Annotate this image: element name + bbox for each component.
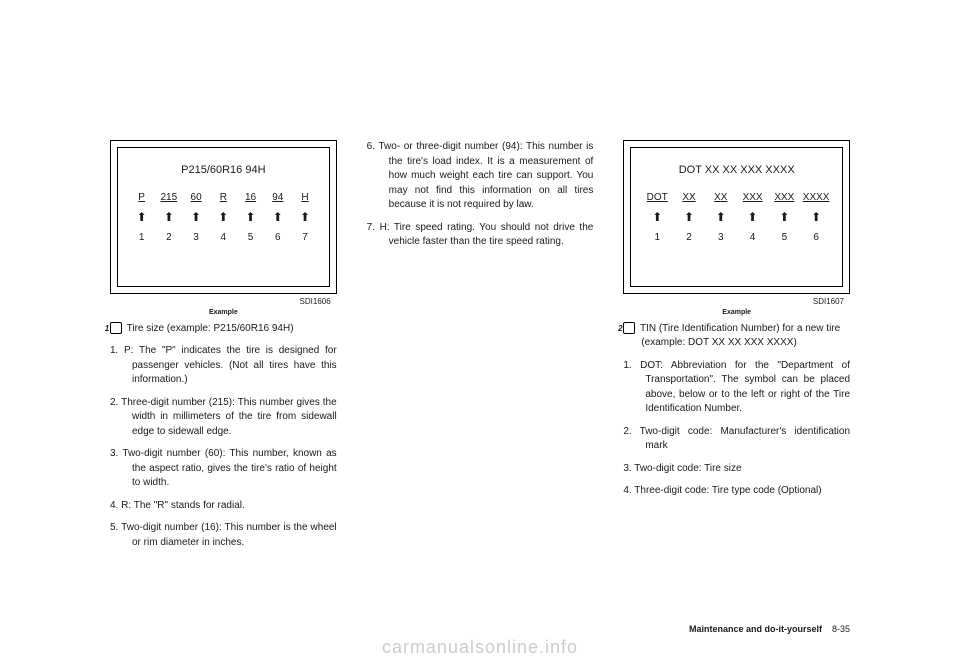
num: 5 <box>237 231 264 246</box>
arrow-row: ⬆ ⬆ ⬆ ⬆ ⬆ ⬆ <box>641 209 832 226</box>
diagram-title: DOT XX XX XXX XXXX <box>641 163 832 179</box>
list-item: 3. Two-digit number (60): This number, k… <box>110 447 337 491</box>
diagram-inner: DOT XX XX XXX XXXX DOT XX XX XXX XXX XXX… <box>630 147 843 287</box>
intro-line: 1 Tire size (example: P215/60R16 94H) <box>110 322 337 337</box>
num: 4 <box>737 231 769 246</box>
num: 1 <box>128 231 155 246</box>
tin-diagram: DOT XX XX XXX XXXX DOT XX XX XXX XXX XXX… <box>623 140 850 294</box>
list-item: 6. Two- or three-digit number (94): This… <box>367 140 594 213</box>
footer-section: Maintenance and do-it-yourself <box>689 624 822 634</box>
arrow-up-icon: ⬆ <box>237 209 264 226</box>
example-label: Example <box>623 308 850 318</box>
list-item: 1. P: The "P" indicates the tire is desi… <box>110 344 337 388</box>
part: 16 <box>237 191 264 206</box>
list-item: 3. Two-digit code: Tire size <box>623 462 850 477</box>
diagram-parts-row: DOT XX XX XXX XXX XXXX <box>641 191 832 206</box>
page-content: P215/60R16 94H P 215 60 R 16 94 H ⬆ ⬆ ⬆ … <box>0 0 960 588</box>
part: XXXX <box>800 191 832 206</box>
middle-column: 6. Two- or three-digit number (94): This… <box>367 140 594 558</box>
num: 7 <box>291 231 318 246</box>
list-item: 2. Two-digit code: Manufacturer's identi… <box>623 425 850 454</box>
diagram-numbers-row: 1 2 3 4 5 6 <box>641 231 832 246</box>
list-item: 7. H: Tire speed rating. You should not … <box>367 221 594 250</box>
diagram-title: P215/60R16 94H <box>128 163 319 179</box>
part: 94 <box>264 191 291 206</box>
arrow-up-icon: ⬆ <box>182 209 209 226</box>
part: XXX <box>768 191 800 206</box>
part: XX <box>705 191 737 206</box>
right-column: DOT XX XX XXX XXXX DOT XX XX XXX XXX XXX… <box>623 140 850 558</box>
arrow-up-icon: ⬆ <box>155 209 182 226</box>
left-column: P215/60R16 94H P 215 60 R 16 94 H ⬆ ⬆ ⬆ … <box>110 140 337 558</box>
arrow-up-icon: ⬆ <box>641 209 673 226</box>
part: DOT <box>641 191 673 206</box>
circled-number-icon: 2 <box>623 322 635 334</box>
part: H <box>291 191 318 206</box>
circled-number-icon: 1 <box>110 322 122 334</box>
footer-page: 8-35 <box>832 624 850 634</box>
arrow-up-icon: ⬆ <box>768 209 800 226</box>
arrow-up-icon: ⬆ <box>128 209 155 226</box>
list-item: 4. R: The "R" stands for radial. <box>110 499 337 514</box>
num: 3 <box>705 231 737 246</box>
diagram-inner: P215/60R16 94H P 215 60 R 16 94 H ⬆ ⬆ ⬆ … <box>117 147 330 287</box>
list-item: 1. DOT: Abbreviation for the "Department… <box>623 359 850 417</box>
num: 4 <box>210 231 237 246</box>
part: 215 <box>155 191 182 206</box>
num: 5 <box>768 231 800 246</box>
num: 6 <box>800 231 832 246</box>
arrow-up-icon: ⬆ <box>800 209 832 226</box>
example-label: Example <box>110 308 337 318</box>
arrow-up-icon: ⬆ <box>210 209 237 226</box>
num: 3 <box>182 231 209 246</box>
arrow-up-icon: ⬆ <box>291 209 318 226</box>
arrow-up-icon: ⬆ <box>673 209 705 226</box>
list-item: 5. Two-digit number (16): This number is… <box>110 521 337 550</box>
list-item: 2. Three-digit number (215): This number… <box>110 396 337 440</box>
intro-text: Tire size (example: P215/60R16 94H) <box>127 323 294 334</box>
arrow-row: ⬆ ⬆ ⬆ ⬆ ⬆ ⬆ ⬆ <box>128 209 319 226</box>
diagram-code: SDI1606 <box>110 296 337 308</box>
intro-text: TIN (Tire Identification Number) for a n… <box>640 323 840 349</box>
arrow-up-icon: ⬆ <box>705 209 737 226</box>
intro-line: 2 TIN (Tire Identification Number) for a… <box>623 322 850 351</box>
watermark: carmanualsonline.info <box>0 637 960 658</box>
list-item: 4. Three-digit code: Tire type code (Opt… <box>623 484 850 499</box>
num: 2 <box>673 231 705 246</box>
num: 1 <box>641 231 673 246</box>
arrow-up-icon: ⬆ <box>264 209 291 226</box>
part: R <box>210 191 237 206</box>
num: 2 <box>155 231 182 246</box>
part: XXX <box>737 191 769 206</box>
tire-size-diagram: P215/60R16 94H P 215 60 R 16 94 H ⬆ ⬆ ⬆ … <box>110 140 337 294</box>
page-footer: Maintenance and do-it-yourself 8-35 <box>689 624 850 634</box>
num: 6 <box>264 231 291 246</box>
diagram-parts-row: P 215 60 R 16 94 H <box>128 191 319 206</box>
part: XX <box>673 191 705 206</box>
part: 60 <box>182 191 209 206</box>
part: P <box>128 191 155 206</box>
diagram-numbers-row: 1 2 3 4 5 6 7 <box>128 231 319 246</box>
diagram-code: SDI1607 <box>623 296 850 308</box>
arrow-up-icon: ⬆ <box>737 209 769 226</box>
